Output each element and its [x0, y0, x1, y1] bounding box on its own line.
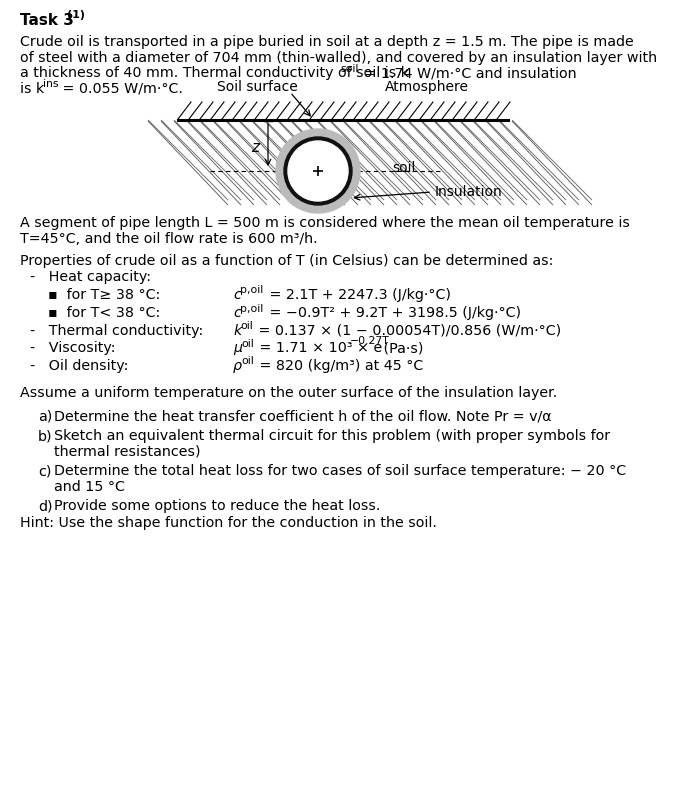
Text: −0.27T: −0.27T: [350, 336, 390, 346]
Text: μ: μ: [233, 341, 242, 355]
Text: Provide some options to reduce the heat loss.: Provide some options to reduce the heat …: [54, 499, 380, 513]
Text: Determine the total heat loss for two cases of soil surface temperature: − 20 °C: Determine the total heat loss for two ca…: [54, 464, 626, 478]
Text: a): a): [38, 410, 52, 423]
Text: soil: soil: [392, 161, 415, 175]
Text: (Pa·s): (Pa·s): [379, 341, 423, 355]
Text: oil: oil: [310, 168, 326, 181]
Text: ins: ins: [43, 79, 59, 89]
Text: Properties of crude oil as a function of T (in Celsius) can be determined as:: Properties of crude oil as a function of…: [20, 254, 553, 267]
Text: Crude oil is transported in a pipe buried in soil at a depth z = 1.5 m. The pipe: Crude oil is transported in a pipe burie…: [20, 35, 634, 49]
Text: c: c: [233, 306, 241, 320]
Text: ▪  for T< 38 °C:: ▪ for T< 38 °C:: [48, 306, 161, 320]
Text: is k: is k: [20, 81, 44, 95]
Text: Assume a uniform temperature on the outer surface of the insulation layer.: Assume a uniform temperature on the oute…: [20, 386, 557, 400]
Text: -   Viscosity:: - Viscosity:: [30, 341, 116, 355]
Text: Insulation: Insulation: [435, 185, 503, 199]
Text: -   Thermal conductivity:: - Thermal conductivity:: [30, 324, 203, 337]
Text: = 0.137 × (1 − 0.00054T)/0.856 (W/m·°C): = 0.137 × (1 − 0.00054T)/0.856 (W/m·°C): [254, 324, 562, 337]
Circle shape: [276, 129, 360, 213]
Text: oil: oil: [241, 339, 254, 348]
Text: thermal resistances): thermal resistances): [54, 444, 200, 459]
Text: Hint: Use the shape function for the conduction in the soil.: Hint: Use the shape function for the con…: [20, 516, 437, 530]
Text: k: k: [233, 324, 241, 337]
Text: c: c: [233, 288, 241, 302]
Circle shape: [288, 141, 348, 201]
Text: ρ: ρ: [233, 359, 242, 373]
Text: c): c): [38, 464, 52, 478]
Text: (1): (1): [67, 10, 85, 20]
Text: p,oil: p,oil: [240, 285, 263, 295]
Text: = 820 (kg/m³) at 45 °C: = 820 (kg/m³) at 45 °C: [255, 359, 423, 373]
Text: Atmosphere: Atmosphere: [385, 80, 469, 94]
Text: a thickness of 40 mm. Thermal conductivity of soil is k: a thickness of 40 mm. Thermal conductivi…: [20, 66, 409, 80]
Text: -   Heat capacity:: - Heat capacity:: [30, 270, 151, 284]
Text: = 1.71 × 10³ × e: = 1.71 × 10³ × e: [255, 341, 382, 355]
Text: oil: oil: [240, 321, 253, 331]
Text: T=45°C, and the oil flow rate is 600 m³/h.: T=45°C, and the oil flow rate is 600 m³/…: [20, 232, 318, 246]
Text: oil: oil: [241, 356, 254, 366]
Text: and 15 °C: and 15 °C: [54, 480, 125, 493]
Text: p,oil: p,oil: [240, 303, 263, 314]
Text: -   Oil density:: - Oil density:: [30, 359, 128, 373]
Text: Task 3: Task 3: [20, 13, 74, 28]
Circle shape: [284, 137, 352, 205]
Bar: [178, 120, 508, 230]
Text: Sketch an equivalent thermal circuit for this problem (with proper symbols for: Sketch an equivalent thermal circuit for…: [54, 429, 610, 443]
Text: Determine the heat transfer coefficient h of the oil flow. Note Pr = v/α: Determine the heat transfer coefficient …: [54, 410, 552, 423]
Text: = 1.74 W/m·°C and insulation: = 1.74 W/m·°C and insulation: [360, 66, 577, 80]
Text: b): b): [38, 429, 52, 443]
Text: z: z: [251, 140, 259, 155]
Text: = −0.9T² + 9.2T + 3198.5 (J/kg·°C): = −0.9T² + 9.2T + 3198.5 (J/kg·°C): [265, 306, 521, 320]
Text: d): d): [38, 499, 52, 513]
Text: soil: soil: [340, 64, 358, 73]
Text: of steel with a diameter of 704 mm (thin-walled), and covered by an insulation l: of steel with a diameter of 704 mm (thin…: [20, 50, 657, 65]
Text: Soil surface: Soil surface: [217, 80, 298, 94]
Text: ▪  for T≥ 38 °C:: ▪ for T≥ 38 °C:: [48, 288, 161, 302]
Text: A segment of pipe length L = 500 m is considered where the mean oil temperature : A segment of pipe length L = 500 m is co…: [20, 216, 630, 230]
Text: = 0.055 W/m·°C.: = 0.055 W/m·°C.: [59, 81, 183, 95]
Text: = 2.1T + 2247.3 (J/kg·°C): = 2.1T + 2247.3 (J/kg·°C): [265, 288, 451, 302]
